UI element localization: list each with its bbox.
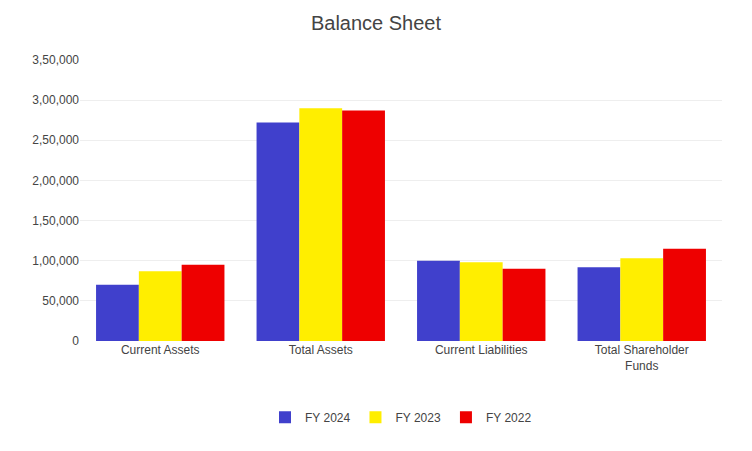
svg-text:Total ShareholderFunds: Total ShareholderFunds (595, 343, 689, 373)
svg-text:2,50,000: 2,50,000 (32, 133, 79, 147)
svg-text:2,00,000: 2,00,000 (32, 174, 79, 188)
svg-text:Balance Sheet: Balance Sheet (311, 12, 442, 34)
svg-text:3,50,000: 3,50,000 (32, 53, 79, 67)
svg-text:Current Assets: Current Assets (121, 343, 200, 357)
svg-text:0: 0 (72, 334, 79, 348)
svg-text:Total Assets: Total Assets (289, 343, 353, 357)
svg-text:Current Liabilities: Current Liabilities (435, 343, 528, 357)
svg-text:3,00,000: 3,00,000 (32, 93, 79, 107)
svg-text:FY 2022: FY 2022 (486, 411, 531, 425)
svg-text:1,00,000: 1,00,000 (32, 254, 79, 268)
svg-text:FY 2023: FY 2023 (395, 411, 440, 425)
svg-text:FY 2024: FY 2024 (305, 411, 350, 425)
svg-text:50,000: 50,000 (42, 294, 79, 308)
svg-text:1,50,000: 1,50,000 (32, 214, 79, 228)
